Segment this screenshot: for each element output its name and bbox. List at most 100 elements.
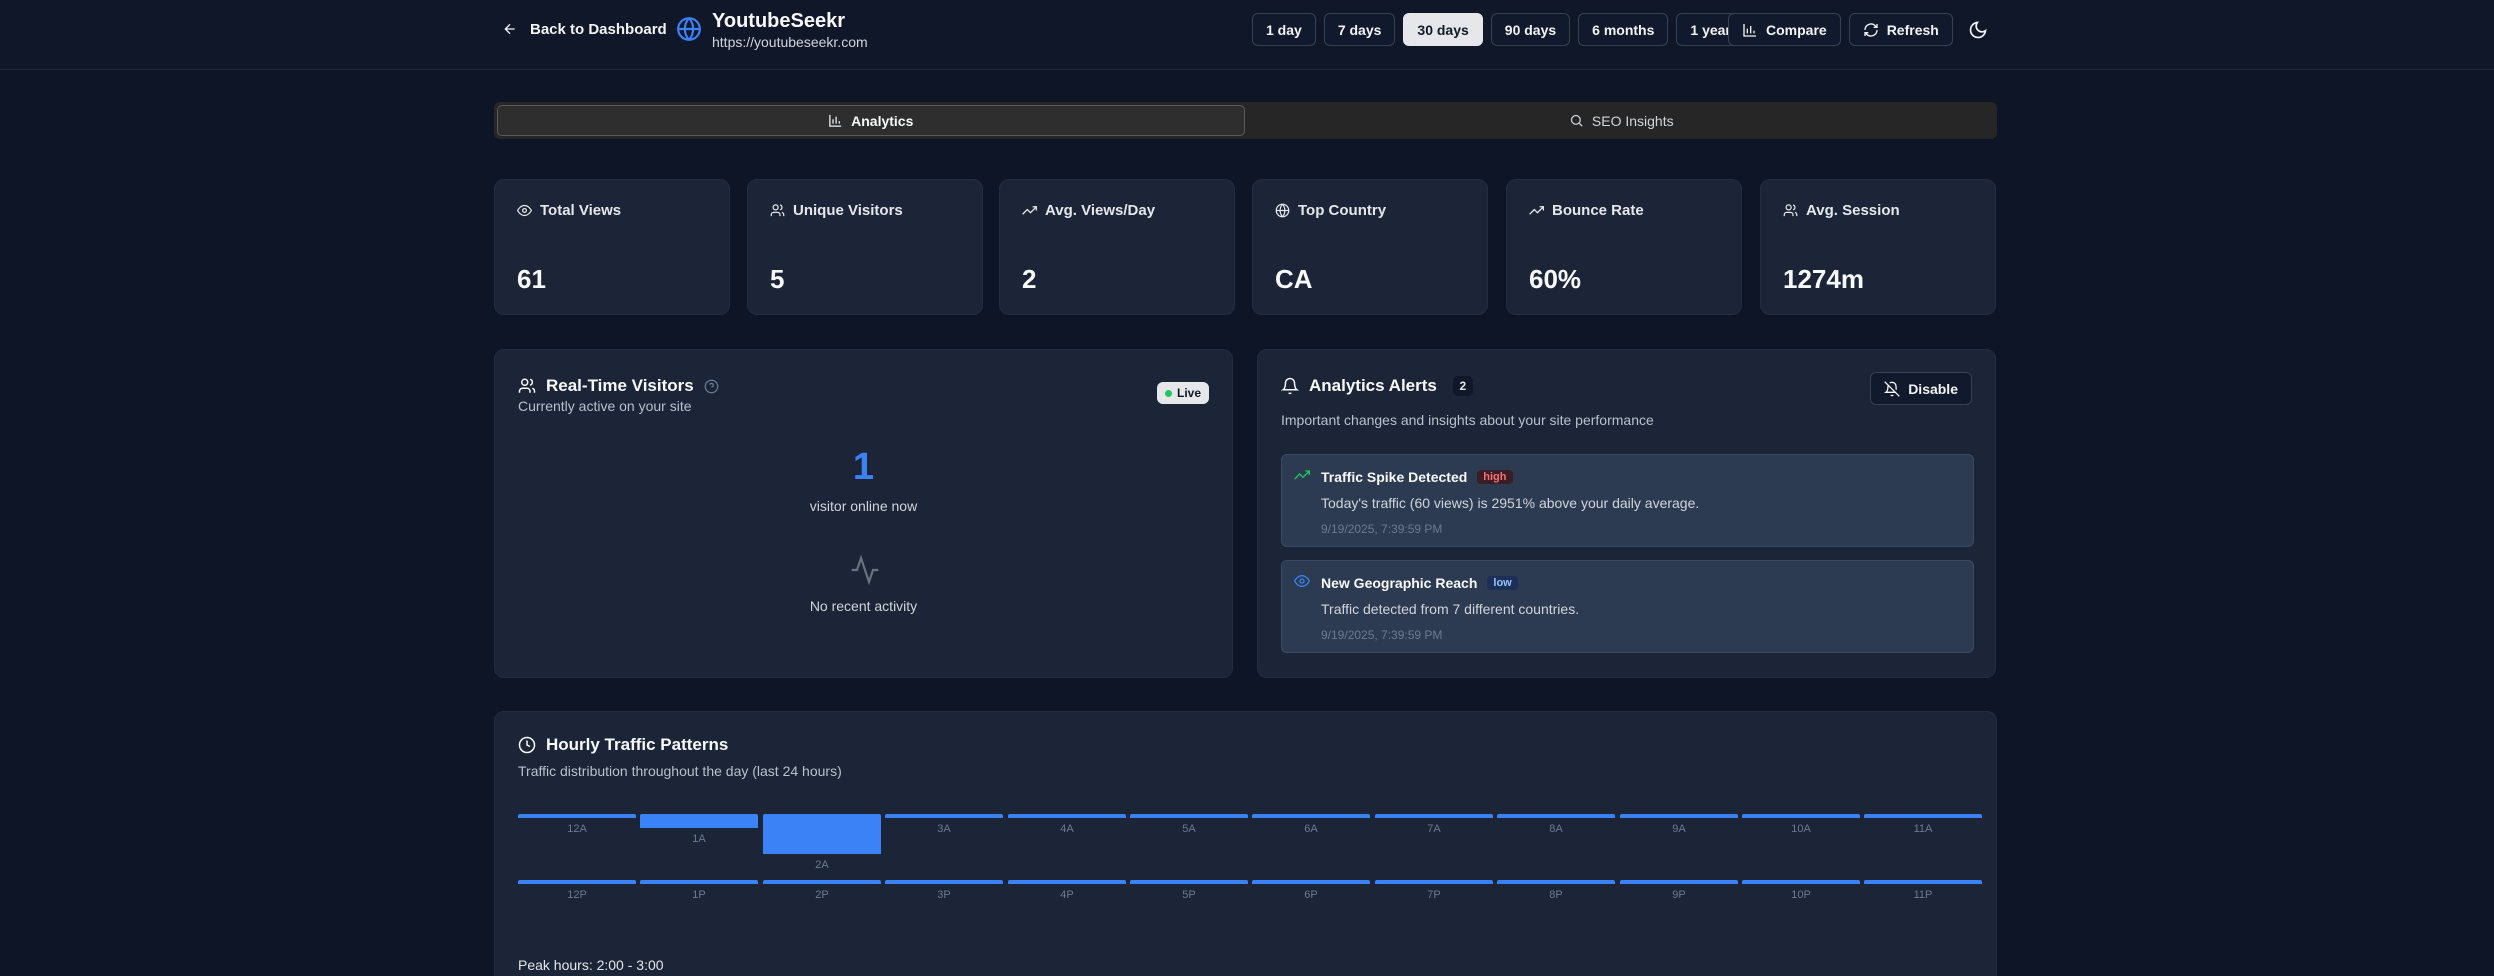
- hour-bar[interactable]: [1008, 814, 1126, 818]
- hour-cell: 10P: [1742, 880, 1860, 901]
- hour-label: 3A: [937, 823, 951, 835]
- hour-bar[interactable]: [763, 814, 881, 854]
- hour-bar[interactable]: [885, 814, 1003, 818]
- hour-label: 1P: [692, 889, 706, 901]
- hour-bar[interactable]: [1375, 814, 1493, 818]
- hour-cell: 2P: [763, 880, 881, 901]
- severity-badge: high: [1477, 470, 1513, 484]
- hour-bar[interactable]: [1252, 880, 1370, 884]
- hour-label: 7A: [1427, 823, 1441, 835]
- top-bar: Back to Dashboard YoutubeSeekr https://y…: [0, 0, 2494, 70]
- stat-value: 61: [517, 264, 546, 294]
- hour-bar[interactable]: [1620, 880, 1738, 884]
- hour-label: 8A: [1549, 823, 1563, 835]
- search-icon: [1570, 114, 1583, 127]
- alert-title: New Geographic Reach: [1321, 575, 1478, 591]
- hour-bar[interactable]: [1130, 880, 1248, 884]
- hour-cell: 3P: [885, 880, 1003, 901]
- hour-bar[interactable]: [1008, 880, 1126, 884]
- hour-bar[interactable]: [1252, 814, 1370, 818]
- disable-label: Disable: [1908, 380, 1958, 397]
- bar-chart-icon: [1743, 23, 1756, 37]
- range-button[interactable]: 7 days: [1323, 13, 1396, 46]
- hour-bar[interactable]: [1497, 814, 1615, 818]
- range-button[interactable]: 1 day: [1252, 13, 1316, 46]
- realtime-visitors-card: Real-Time Visitors Currently active on y…: [494, 349, 1233, 678]
- hour-cell: 11P: [1864, 880, 1982, 901]
- hour-label: 12A: [567, 823, 587, 835]
- hour-cell: 5A: [1130, 814, 1248, 835]
- range-button[interactable]: 90 days: [1490, 13, 1571, 46]
- alert-item[interactable]: Traffic Spike Detected high Today's traff…: [1281, 454, 1974, 547]
- hour-cell: 9P: [1620, 880, 1738, 901]
- hour-bar[interactable]: [1130, 814, 1248, 818]
- hour-cell: 3A: [885, 814, 1003, 835]
- stat-card-avg-session: Avg. Session 1274m: [1760, 179, 1996, 315]
- stat-value: 1274m: [1783, 264, 1864, 294]
- hour-bar[interactable]: [1864, 880, 1982, 884]
- hour-cell: 2A: [763, 814, 881, 871]
- hour-bar[interactable]: [1497, 880, 1615, 884]
- site-url: https://youtubeseekr.com: [712, 34, 868, 50]
- hour-bar[interactable]: [1864, 814, 1982, 818]
- stat-value: 2: [1022, 264, 1037, 294]
- hour-cell: 5P: [1130, 880, 1248, 901]
- range-button[interactable]: 30 days: [1403, 13, 1483, 46]
- stat-label: Top Country: [1298, 202, 1387, 219]
- alert-message: Today's traffic (60 views) is 2951% abov…: [1321, 495, 1700, 511]
- alert-timestamp: 9/19/2025, 7:39:59 PM: [1321, 628, 1443, 642]
- globe-icon: [677, 17, 701, 41]
- moon-icon[interactable]: [1968, 20, 1988, 40]
- tab-analytics[interactable]: Analytics: [497, 105, 1245, 136]
- hour-bar[interactable]: [640, 880, 758, 884]
- users-icon: [518, 378, 536, 393]
- eye-icon: [517, 204, 532, 217]
- disable-alerts-button[interactable]: Disable: [1870, 372, 1972, 405]
- hour-label: 5P: [1182, 889, 1196, 901]
- analytics-alerts-card: Analytics Alerts 2 Disable Important cha…: [1257, 349, 1996, 678]
- refresh-icon: [1864, 22, 1878, 37]
- live-dot: [1164, 389, 1172, 397]
- compare-button[interactable]: Compare: [1728, 13, 1841, 46]
- stat-value: 60%: [1529, 264, 1582, 294]
- hour-bar[interactable]: [1620, 814, 1738, 818]
- hour-bar[interactable]: [885, 880, 1003, 884]
- hourly-title: Hourly Traffic Patterns: [546, 735, 729, 754]
- hour-label: 4P: [1060, 889, 1074, 901]
- back-to-dashboard-link[interactable]: Back to Dashboard: [502, 18, 667, 40]
- visitor-count: 1: [852, 446, 875, 488]
- users-icon: [1783, 204, 1798, 217]
- hour-bar[interactable]: [1742, 880, 1860, 884]
- help-circle-icon[interactable]: [704, 379, 719, 394]
- hour-label: 12P: [567, 889, 587, 901]
- hour-bar[interactable]: [1742, 814, 1860, 818]
- live-label: Live: [1176, 386, 1201, 400]
- hour-bar[interactable]: [518, 814, 636, 818]
- live-badge: Live: [1156, 382, 1209, 404]
- realtime-subtitle: Currently active on your site: [518, 398, 692, 414]
- alerts-subtitle: Important changes and insights about you…: [1281, 412, 1654, 428]
- alert-item[interactable]: New Geographic Reach low Traffic detected…: [1281, 560, 1974, 653]
- hour-cell: 4P: [1008, 880, 1126, 901]
- tab-seo-insights[interactable]: SEO Insights: [1249, 105, 1995, 136]
- hour-bar[interactable]: [518, 880, 636, 884]
- refresh-label: Refresh: [1886, 21, 1939, 38]
- hour-bar[interactable]: [763, 880, 881, 884]
- hour-label: 9P: [1672, 889, 1686, 901]
- hour-bar[interactable]: [1375, 880, 1493, 884]
- alert-message: Traffic detected from 7 different countr…: [1321, 601, 1580, 617]
- stat-card-bounce-rate: Bounce Rate 60%: [1506, 179, 1742, 315]
- hourly-subtitle: Traffic distribution throughout the day …: [518, 763, 842, 779]
- stat-card-avg-views-day: Avg. Views/Day 2: [999, 179, 1235, 315]
- hour-label: 10A: [1791, 823, 1811, 835]
- hour-cell: 1P: [640, 880, 758, 901]
- view-tabs: Analytics SEO Insights: [494, 102, 1997, 139]
- hour-cell: 6P: [1252, 880, 1370, 901]
- range-button[interactable]: 6 months: [1578, 13, 1669, 46]
- hour-label: 4A: [1060, 823, 1074, 835]
- refresh-button[interactable]: Refresh: [1848, 13, 1953, 46]
- stat-card-unique-visitors: Unique Visitors 5: [747, 179, 983, 315]
- hour-cell: 4A: [1008, 814, 1126, 835]
- hour-bar[interactable]: [640, 814, 758, 828]
- hour-label: 11P: [1913, 889, 1933, 901]
